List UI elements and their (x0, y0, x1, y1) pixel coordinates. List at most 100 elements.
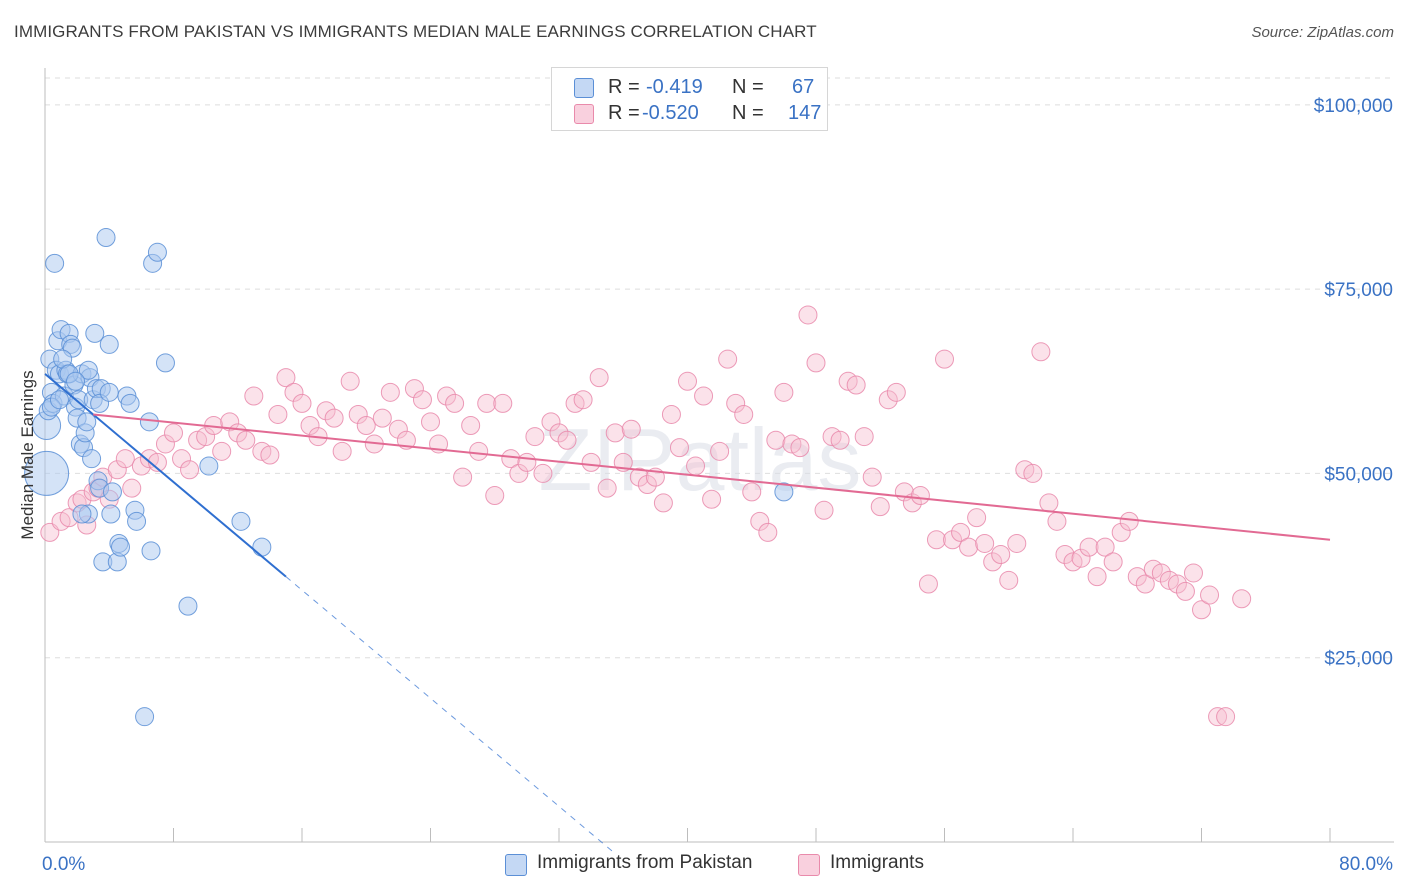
data-point-immigrants (1087, 567, 1107, 587)
data-point-pakistan (110, 537, 130, 557)
data-point-pakistan (120, 393, 140, 413)
data-point-pakistan (77, 412, 97, 432)
data-point-immigrants (316, 401, 336, 421)
data-point-pakistan (139, 412, 159, 432)
data-point-immigrants (1183, 563, 1203, 583)
data-point-immigrants (742, 482, 762, 502)
data-point-immigrants (629, 467, 649, 487)
data-point-immigrants (380, 382, 400, 402)
data-point-immigrants (332, 441, 352, 461)
data-point-immigrants (686, 456, 706, 476)
data-point-immigrants (348, 404, 368, 424)
stats-legend: R = -0.419 N = 67 R = -0.520 N = 147 (551, 67, 828, 131)
data-point-immigrants (661, 404, 681, 424)
data-point-immigrants (1023, 463, 1043, 483)
data-point-immigrants (404, 379, 424, 399)
data-point-immigrants (983, 552, 1003, 572)
data-point-immigrants (678, 371, 697, 391)
data-point-immigrants (1079, 537, 1099, 557)
data-point-immigrants (766, 430, 786, 450)
data-point-pakistan (141, 541, 161, 561)
data-point-immigrants (910, 486, 930, 506)
data-point-immigrants (1103, 552, 1123, 572)
data-point-pakistan (178, 596, 198, 616)
legend-swatch-blue (574, 78, 594, 98)
data-point-immigrants (1200, 585, 1220, 605)
data-point-immigrants (276, 368, 296, 388)
data-point-immigrants (926, 530, 946, 550)
y-tick-label: $100,000 (1314, 96, 1393, 117)
data-point-immigrants (180, 460, 200, 480)
x-tick-label: 80.0% (1339, 854, 1393, 875)
trendline-pakistan-extension (285, 576, 616, 855)
data-point-pakistan (99, 382, 119, 402)
data-point-immigrants (862, 467, 882, 487)
data-point-immigrants (493, 393, 513, 413)
data-point-immigrants (1167, 574, 1187, 594)
data-point-immigrants (1127, 567, 1147, 587)
trend-lines (44, 373, 1331, 855)
data-point-immigrants (854, 427, 874, 447)
data-point-immigrants (951, 522, 971, 542)
data-point-immigrants (750, 511, 770, 531)
data-point-pakistan (774, 482, 794, 502)
data-point-immigrants (878, 390, 898, 410)
data-point-immigrants (1071, 548, 1091, 568)
data-point-immigrants (846, 375, 866, 395)
data-point-immigrants (758, 522, 778, 542)
data-point-immigrants (244, 386, 264, 406)
data-point-immigrants (702, 489, 722, 509)
data-point-immigrants (694, 386, 714, 406)
data-point-immigrants (726, 393, 746, 413)
data-point-immigrants (541, 412, 561, 432)
data-point-immigrants (212, 441, 232, 461)
data-point-immigrants (421, 412, 440, 432)
data-point-immigrants (1039, 493, 1059, 513)
r-value: -0.520 (642, 102, 699, 124)
data-point-immigrants (1151, 563, 1171, 583)
data-point-pakistan (96, 228, 116, 248)
data-point-immigrants (935, 349, 954, 369)
data-point-immigrants (798, 305, 818, 325)
data-point-immigrants (268, 404, 288, 424)
data-point-immigrants (1119, 511, 1139, 531)
data-point-immigrants (557, 430, 577, 450)
data-points (24, 228, 1252, 727)
data-point-immigrants (1095, 537, 1115, 557)
data-point-immigrants (260, 445, 280, 465)
data-point-immigrants (1232, 589, 1252, 609)
data-point-immigrants (324, 408, 344, 428)
data-point-pakistan (72, 504, 92, 524)
data-point-pakistan (155, 353, 175, 373)
data-point-immigrants (284, 382, 304, 402)
data-point-immigrants (147, 452, 167, 472)
data-point-immigrants (991, 545, 1011, 565)
data-point-immigrants (589, 368, 609, 388)
watermark: ZIPatlas (539, 410, 862, 509)
data-point-pakistan (231, 511, 251, 531)
data-point-immigrants (605, 423, 625, 443)
data-point-immigrants (886, 382, 906, 402)
data-point-immigrants (975, 533, 995, 553)
data-point-immigrants (669, 438, 689, 458)
y-tick-label: $25,000 (1324, 649, 1393, 670)
y-tick-label: $50,000 (1324, 464, 1393, 485)
data-point-immigrants (115, 449, 135, 469)
data-point-pakistan (45, 253, 65, 273)
data-point-immigrants (581, 452, 601, 472)
data-point-immigrants (453, 467, 473, 487)
source-label: Source: ZipAtlas.com (1251, 24, 1394, 41)
data-point-immigrants (870, 497, 890, 517)
data-point-immigrants (469, 441, 489, 461)
data-point-immigrants (412, 390, 432, 410)
r-label: R = (608, 102, 640, 124)
n-label: N = (732, 102, 764, 124)
bottom-swatch-pink (798, 854, 820, 876)
data-point-immigrants (300, 416, 320, 436)
data-point-pakistan (102, 482, 122, 502)
n-value: 67 (792, 76, 815, 98)
data-point-pakistan (66, 371, 86, 391)
data-point-immigrants (573, 390, 593, 410)
data-point-immigrants (918, 574, 938, 594)
data-point-immigrants (1175, 581, 1195, 601)
